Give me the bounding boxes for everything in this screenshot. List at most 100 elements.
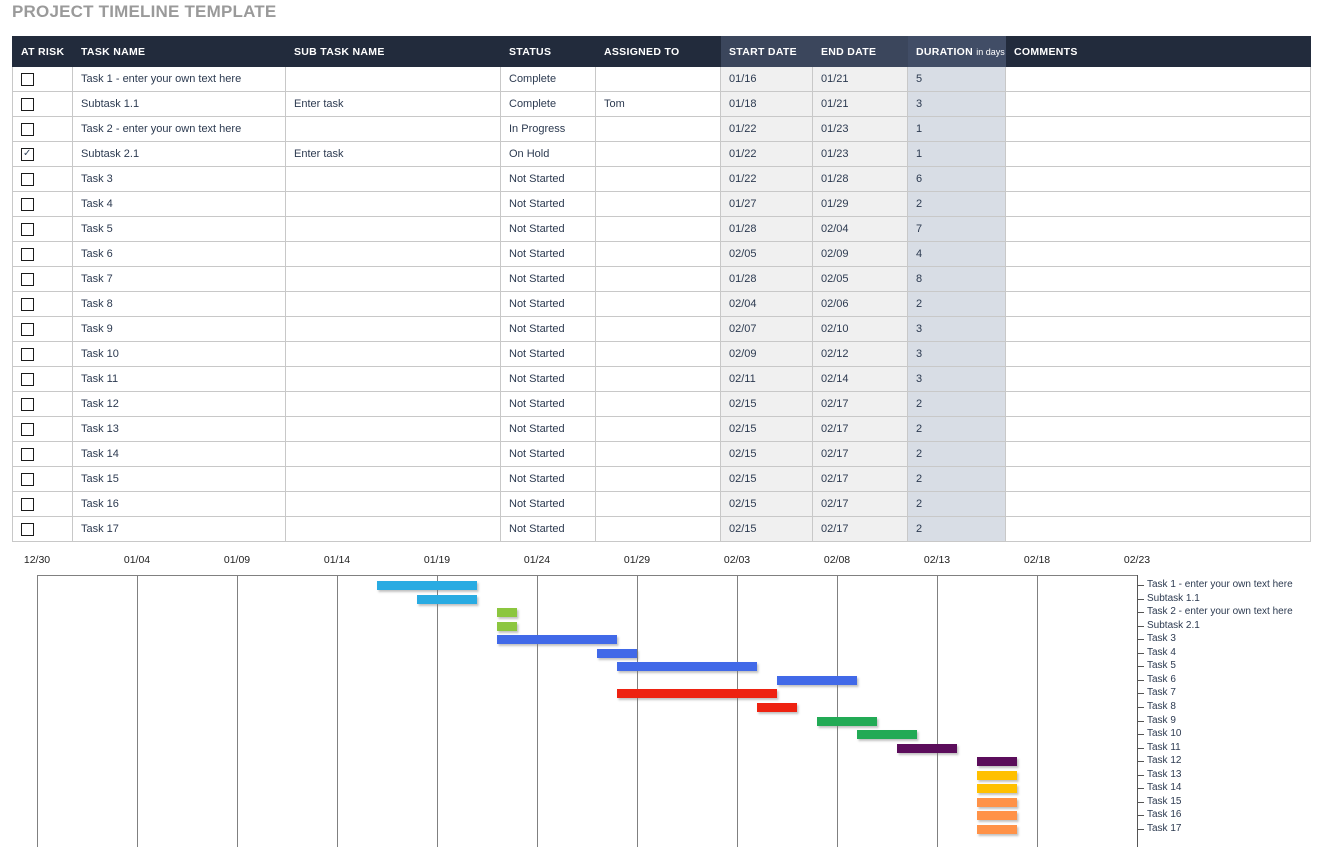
cell-duration[interactable]: 2 xyxy=(907,466,1006,492)
cell-status[interactable]: Not Started xyxy=(500,366,596,392)
cell-comments[interactable] xyxy=(1005,441,1311,467)
cell-duration[interactable]: 3 xyxy=(907,366,1006,392)
cell-status[interactable]: In Progress xyxy=(500,116,596,142)
cell-start-date[interactable]: 01/28 xyxy=(720,216,813,242)
at-risk-cell[interactable] xyxy=(12,466,73,492)
checkbox-icon[interactable] xyxy=(21,72,34,86)
at-risk-cell[interactable] xyxy=(12,316,73,342)
cell-task-name[interactable]: Task 15 xyxy=(72,466,286,492)
cell-comments[interactable] xyxy=(1005,291,1311,317)
at-risk-cell[interactable] xyxy=(12,366,73,392)
cell-assigned-to[interactable] xyxy=(595,516,721,542)
cell-task-name[interactable]: Task 11 xyxy=(72,366,286,392)
gantt-bar[interactable] xyxy=(857,730,917,740)
gantt-bar[interactable] xyxy=(977,824,1017,834)
cell-duration[interactable]: 2 xyxy=(907,516,1006,542)
cell-start-date[interactable]: 02/15 xyxy=(720,416,813,442)
cell-comments[interactable] xyxy=(1005,316,1311,342)
cell-assigned-to[interactable] xyxy=(595,116,721,142)
cell-sub-task-name[interactable]: Enter task xyxy=(285,141,501,167)
cell-sub-task-name[interactable]: Enter task xyxy=(285,91,501,117)
gantt-bar[interactable] xyxy=(497,635,617,645)
cell-end-date[interactable]: 02/04 xyxy=(812,216,908,242)
at-risk-cell[interactable] xyxy=(12,216,73,242)
cell-duration[interactable]: 4 xyxy=(907,241,1006,267)
at-risk-cell[interactable] xyxy=(12,166,73,192)
gantt-bar[interactable] xyxy=(597,648,637,658)
cell-task-name[interactable]: Task 17 xyxy=(72,516,286,542)
cell-comments[interactable] xyxy=(1005,191,1311,217)
cell-start-date[interactable]: 01/28 xyxy=(720,266,813,292)
at-risk-cell[interactable] xyxy=(12,441,73,467)
column-header-task-name[interactable]: TASK NAME xyxy=(72,36,286,67)
checkbox-icon[interactable] xyxy=(21,247,34,261)
cell-sub-task-name[interactable] xyxy=(285,116,501,142)
cell-start-date[interactable]: 02/15 xyxy=(720,466,813,492)
cell-start-date[interactable]: 01/18 xyxy=(720,91,813,117)
cell-end-date[interactable]: 02/10 xyxy=(812,316,908,342)
cell-assigned-to[interactable]: Tom xyxy=(595,91,721,117)
cell-task-name[interactable]: Task 7 xyxy=(72,266,286,292)
cell-task-name[interactable]: Task 16 xyxy=(72,491,286,517)
gantt-bar[interactable] xyxy=(617,662,757,672)
cell-assigned-to[interactable] xyxy=(595,366,721,392)
checkbox-icon[interactable] xyxy=(21,447,34,461)
cell-start-date[interactable]: 02/07 xyxy=(720,316,813,342)
cell-assigned-to[interactable] xyxy=(595,216,721,242)
cell-duration[interactable]: 8 xyxy=(907,266,1006,292)
cell-start-date[interactable]: 01/22 xyxy=(720,166,813,192)
cell-end-date[interactable]: 01/23 xyxy=(812,141,908,167)
cell-sub-task-name[interactable] xyxy=(285,391,501,417)
cell-comments[interactable] xyxy=(1005,416,1311,442)
gantt-bar[interactable] xyxy=(977,757,1017,767)
cell-task-name[interactable]: Subtask 1.1 xyxy=(72,91,286,117)
cell-comments[interactable] xyxy=(1005,491,1311,517)
cell-start-date[interactable]: 02/11 xyxy=(720,366,813,392)
at-risk-cell[interactable] xyxy=(12,341,73,367)
cell-comments[interactable] xyxy=(1005,66,1311,92)
checkbox-icon[interactable] xyxy=(21,122,34,136)
cell-status[interactable]: Not Started xyxy=(500,441,596,467)
cell-duration[interactable]: 2 xyxy=(907,291,1006,317)
cell-end-date[interactable]: 02/14 xyxy=(812,366,908,392)
cell-assigned-to[interactable] xyxy=(595,391,721,417)
cell-comments[interactable] xyxy=(1005,366,1311,392)
checkbox-icon[interactable] xyxy=(21,472,34,486)
cell-duration[interactable]: 5 xyxy=(907,66,1006,92)
cell-status[interactable]: Not Started xyxy=(500,491,596,517)
cell-start-date[interactable]: 02/15 xyxy=(720,491,813,517)
cell-task-name[interactable]: Task 12 xyxy=(72,391,286,417)
column-header-sub-task-name[interactable]: SUB TASK NAME xyxy=(285,36,501,67)
cell-task-name[interactable]: Task 6 xyxy=(72,241,286,267)
cell-assigned-to[interactable] xyxy=(595,266,721,292)
at-risk-cell[interactable] xyxy=(12,191,73,217)
checkbox-icon[interactable] xyxy=(21,397,34,411)
checkbox-icon[interactable] xyxy=(21,297,34,311)
gantt-bar[interactable] xyxy=(777,675,857,685)
checkbox-icon[interactable] xyxy=(21,347,34,361)
cell-task-name[interactable]: Task 10 xyxy=(72,341,286,367)
cell-end-date[interactable]: 02/17 xyxy=(812,441,908,467)
cell-end-date[interactable]: 02/17 xyxy=(812,416,908,442)
cell-end-date[interactable]: 02/17 xyxy=(812,491,908,517)
cell-end-date[interactable]: 02/17 xyxy=(812,391,908,417)
gantt-bar[interactable] xyxy=(497,608,517,618)
cell-assigned-to[interactable] xyxy=(595,141,721,167)
cell-sub-task-name[interactable] xyxy=(285,66,501,92)
cell-end-date[interactable]: 01/28 xyxy=(812,166,908,192)
cell-end-date[interactable]: 02/12 xyxy=(812,341,908,367)
cell-status[interactable]: Complete xyxy=(500,66,596,92)
cell-status[interactable]: Not Started xyxy=(500,341,596,367)
cell-status[interactable]: Not Started xyxy=(500,516,596,542)
cell-comments[interactable] xyxy=(1005,266,1311,292)
cell-assigned-to[interactable] xyxy=(595,166,721,192)
cell-start-date[interactable]: 02/04 xyxy=(720,291,813,317)
cell-end-date[interactable]: 01/21 xyxy=(812,66,908,92)
gantt-bar[interactable] xyxy=(617,689,777,699)
cell-start-date[interactable]: 02/05 xyxy=(720,241,813,267)
cell-status[interactable]: Not Started xyxy=(500,316,596,342)
cell-end-date[interactable]: 01/23 xyxy=(812,116,908,142)
cell-task-name[interactable]: Task 5 xyxy=(72,216,286,242)
gantt-bar[interactable] xyxy=(497,621,517,631)
cell-comments[interactable] xyxy=(1005,466,1311,492)
